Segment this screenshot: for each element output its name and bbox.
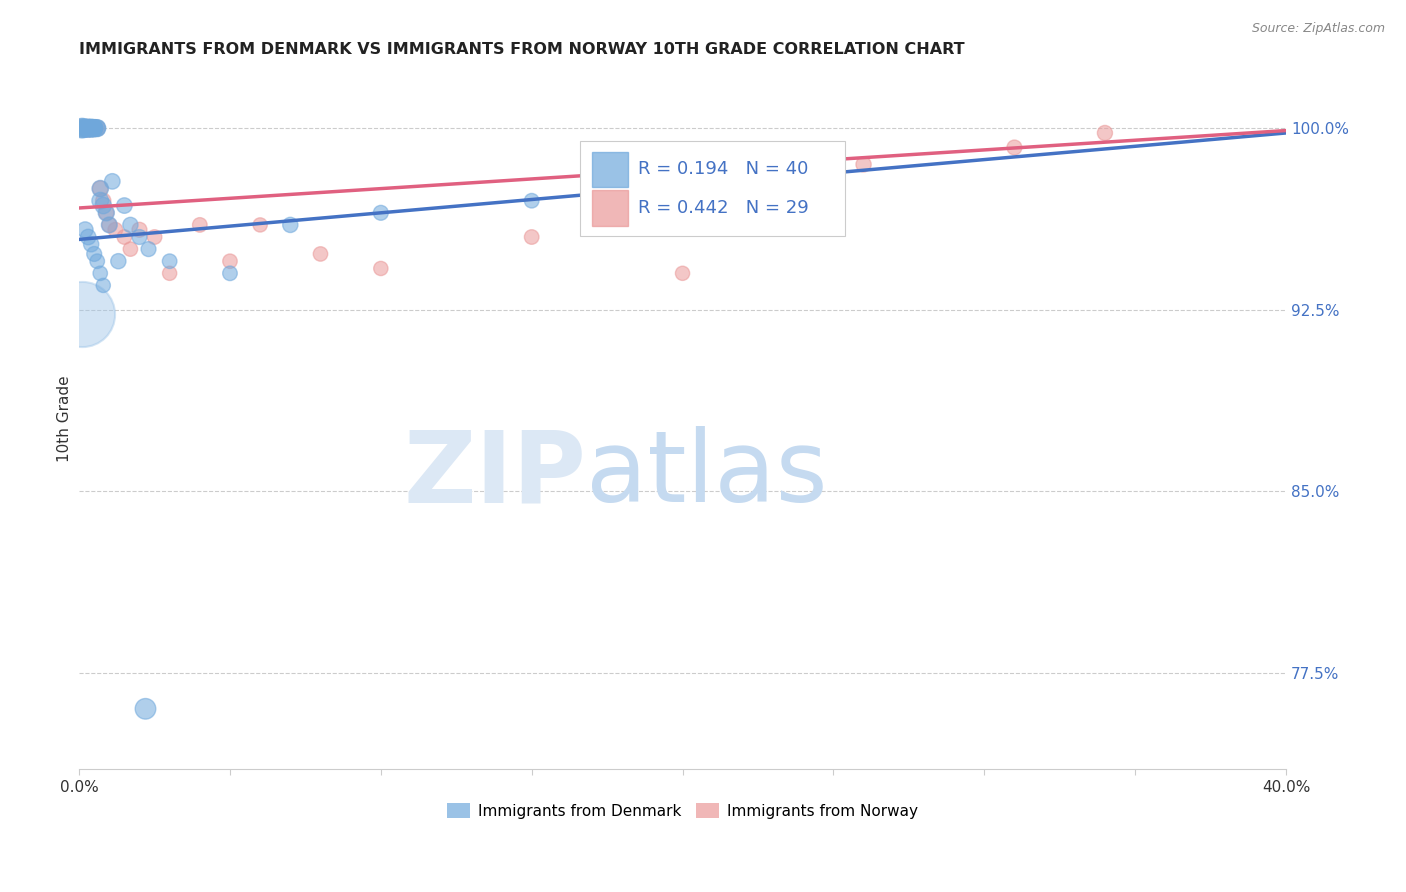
Point bbox=[91, 278, 114, 293]
Point bbox=[96, 206, 118, 220]
Point bbox=[70, 121, 93, 136]
Point bbox=[77, 230, 100, 244]
Point bbox=[143, 230, 166, 244]
Point bbox=[159, 254, 181, 268]
Point bbox=[128, 230, 150, 244]
Point bbox=[112, 230, 135, 244]
Point bbox=[86, 121, 108, 136]
Point bbox=[98, 218, 121, 232]
Text: Source: ZipAtlas.com: Source: ZipAtlas.com bbox=[1251, 22, 1385, 36]
Point bbox=[219, 254, 242, 268]
Point bbox=[86, 254, 108, 268]
Point bbox=[309, 247, 332, 261]
Point bbox=[75, 121, 97, 136]
Point bbox=[138, 242, 160, 256]
Text: ZIP: ZIP bbox=[404, 426, 586, 523]
Point bbox=[128, 223, 150, 237]
Point bbox=[852, 157, 875, 171]
Point bbox=[75, 121, 97, 136]
Point bbox=[80, 121, 103, 136]
Point bbox=[101, 174, 124, 188]
Point bbox=[75, 223, 97, 237]
Point bbox=[83, 121, 105, 136]
Point bbox=[70, 308, 93, 322]
Text: IMMIGRANTS FROM DENMARK VS IMMIGRANTS FROM NORWAY 10TH GRADE CORRELATION CHART: IMMIGRANTS FROM DENMARK VS IMMIGRANTS FR… bbox=[79, 42, 965, 57]
Point bbox=[70, 121, 93, 136]
Point bbox=[1002, 140, 1025, 154]
Point bbox=[70, 121, 93, 136]
Point bbox=[96, 206, 118, 220]
Point bbox=[89, 194, 111, 208]
Point bbox=[86, 121, 108, 136]
Point bbox=[89, 266, 111, 280]
Point bbox=[520, 230, 543, 244]
Point bbox=[80, 121, 103, 136]
Point bbox=[83, 121, 105, 136]
Point bbox=[77, 121, 100, 136]
Point bbox=[98, 218, 121, 232]
Point bbox=[83, 121, 105, 136]
Point bbox=[249, 218, 271, 232]
Point bbox=[120, 242, 142, 256]
Point bbox=[120, 218, 142, 232]
Point bbox=[1094, 126, 1116, 140]
Point bbox=[159, 266, 181, 280]
Point bbox=[91, 198, 114, 212]
FancyBboxPatch shape bbox=[592, 190, 628, 226]
Point bbox=[77, 121, 100, 136]
Point bbox=[80, 121, 103, 136]
Point bbox=[520, 194, 543, 208]
Point bbox=[89, 181, 111, 195]
Point bbox=[83, 121, 105, 136]
Point bbox=[91, 194, 114, 208]
FancyBboxPatch shape bbox=[579, 141, 845, 236]
Point bbox=[83, 247, 105, 261]
Text: atlas: atlas bbox=[586, 426, 828, 523]
Point bbox=[89, 181, 111, 195]
Y-axis label: 10th Grade: 10th Grade bbox=[58, 376, 72, 462]
Point bbox=[77, 121, 100, 136]
Point bbox=[370, 261, 392, 276]
Legend: Immigrants from Denmark, Immigrants from Norway: Immigrants from Denmark, Immigrants from… bbox=[441, 797, 924, 825]
Point bbox=[107, 254, 129, 268]
Point bbox=[278, 218, 301, 232]
FancyBboxPatch shape bbox=[592, 152, 628, 187]
Point bbox=[112, 198, 135, 212]
Point bbox=[80, 121, 103, 136]
Text: R = 0.194   N = 40: R = 0.194 N = 40 bbox=[638, 161, 808, 178]
Point bbox=[219, 266, 242, 280]
Point bbox=[671, 266, 693, 280]
Point bbox=[77, 121, 100, 136]
Point bbox=[75, 121, 97, 136]
Point bbox=[134, 702, 156, 716]
Point bbox=[77, 121, 100, 136]
Point bbox=[370, 206, 392, 220]
Point bbox=[83, 121, 105, 136]
Point bbox=[80, 237, 103, 252]
Point bbox=[75, 121, 97, 136]
Point bbox=[86, 121, 108, 136]
Text: R = 0.442   N = 29: R = 0.442 N = 29 bbox=[638, 199, 808, 217]
Point bbox=[104, 223, 127, 237]
Point bbox=[188, 218, 211, 232]
Point bbox=[80, 121, 103, 136]
